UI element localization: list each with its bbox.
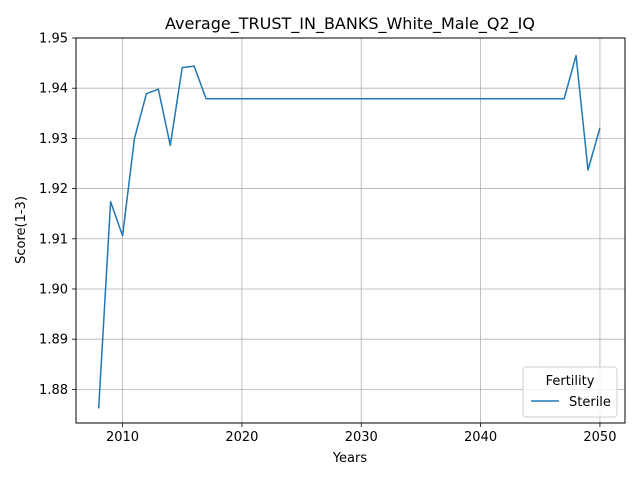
x-tick-label: 2050 bbox=[583, 430, 616, 445]
data-point bbox=[385, 98, 386, 99]
y-tick-label: 1.91 bbox=[39, 232, 68, 247]
data-point bbox=[182, 67, 183, 68]
x-tick-label: 2040 bbox=[464, 430, 497, 445]
data-point bbox=[516, 98, 517, 99]
data-point bbox=[373, 98, 374, 99]
data-point bbox=[229, 98, 230, 99]
data-point bbox=[241, 98, 242, 99]
data-point bbox=[396, 98, 397, 99]
data-point bbox=[277, 98, 278, 99]
y-tick-label: 1.89 bbox=[39, 333, 68, 348]
data-point bbox=[492, 98, 493, 99]
grid-lines bbox=[76, 37, 625, 423]
legend: Fertility Sterile bbox=[522, 366, 618, 418]
data-point bbox=[349, 98, 350, 99]
data-point bbox=[587, 169, 588, 170]
x-tick-label: 2010 bbox=[106, 430, 139, 445]
x-tick-label: 2030 bbox=[345, 430, 378, 445]
data-point bbox=[146, 93, 147, 94]
legend-box bbox=[522, 366, 618, 418]
legend-title: Fertility bbox=[546, 374, 595, 389]
data-point bbox=[170, 145, 171, 146]
data-point bbox=[444, 98, 445, 99]
data-point bbox=[134, 138, 135, 139]
y-tick-label: 1.94 bbox=[39, 82, 68, 97]
y-tick-label: 1.92 bbox=[39, 182, 68, 197]
y-tick-label: 1.95 bbox=[39, 32, 68, 47]
data-point bbox=[265, 98, 266, 99]
plot-area-frame bbox=[75, 37, 626, 424]
data-point bbox=[194, 66, 195, 67]
series-line-sterile bbox=[97, 54, 601, 409]
chart-title: Average_TRUST_IN_BANKS_White_Male_Q2_IQ bbox=[165, 14, 535, 34]
x-tick-label: 2020 bbox=[225, 430, 258, 445]
x-axis: 2010 2020 2030 2040 2050 bbox=[106, 423, 616, 445]
data-point bbox=[528, 98, 529, 99]
legend-label-sterile: Sterile bbox=[569, 395, 611, 410]
data-point bbox=[98, 408, 99, 409]
data-point bbox=[289, 98, 290, 99]
data-point bbox=[468, 98, 469, 99]
data-point bbox=[599, 127, 600, 128]
series-group bbox=[97, 54, 601, 409]
data-point bbox=[480, 98, 481, 99]
data-point bbox=[420, 98, 421, 99]
y-axis: 1.88 1.89 1.90 1.91 1.92 1.93 1.94 1.95 bbox=[39, 32, 76, 398]
data-point bbox=[110, 201, 111, 202]
data-point bbox=[575, 55, 576, 56]
data-point bbox=[217, 98, 218, 99]
y-tick-label: 1.93 bbox=[39, 132, 68, 147]
data-point bbox=[205, 98, 206, 99]
y-axis-label: Score(1-3) bbox=[14, 196, 29, 264]
data-point bbox=[432, 98, 433, 99]
data-point bbox=[540, 98, 541, 99]
data-point bbox=[253, 98, 254, 99]
data-point bbox=[361, 98, 362, 99]
data-point bbox=[337, 98, 338, 99]
data-point bbox=[552, 98, 553, 99]
x-axis-label: Years bbox=[332, 451, 368, 466]
data-point bbox=[158, 89, 159, 90]
data-point bbox=[313, 98, 314, 99]
data-point bbox=[564, 98, 565, 99]
y-tick-label: 1.90 bbox=[39, 282, 68, 297]
data-point bbox=[301, 98, 302, 99]
data-point bbox=[122, 235, 123, 236]
data-point bbox=[325, 98, 326, 99]
data-point bbox=[504, 98, 505, 99]
data-point bbox=[456, 98, 457, 99]
y-tick-label: 1.88 bbox=[39, 383, 68, 398]
data-point bbox=[408, 98, 409, 99]
